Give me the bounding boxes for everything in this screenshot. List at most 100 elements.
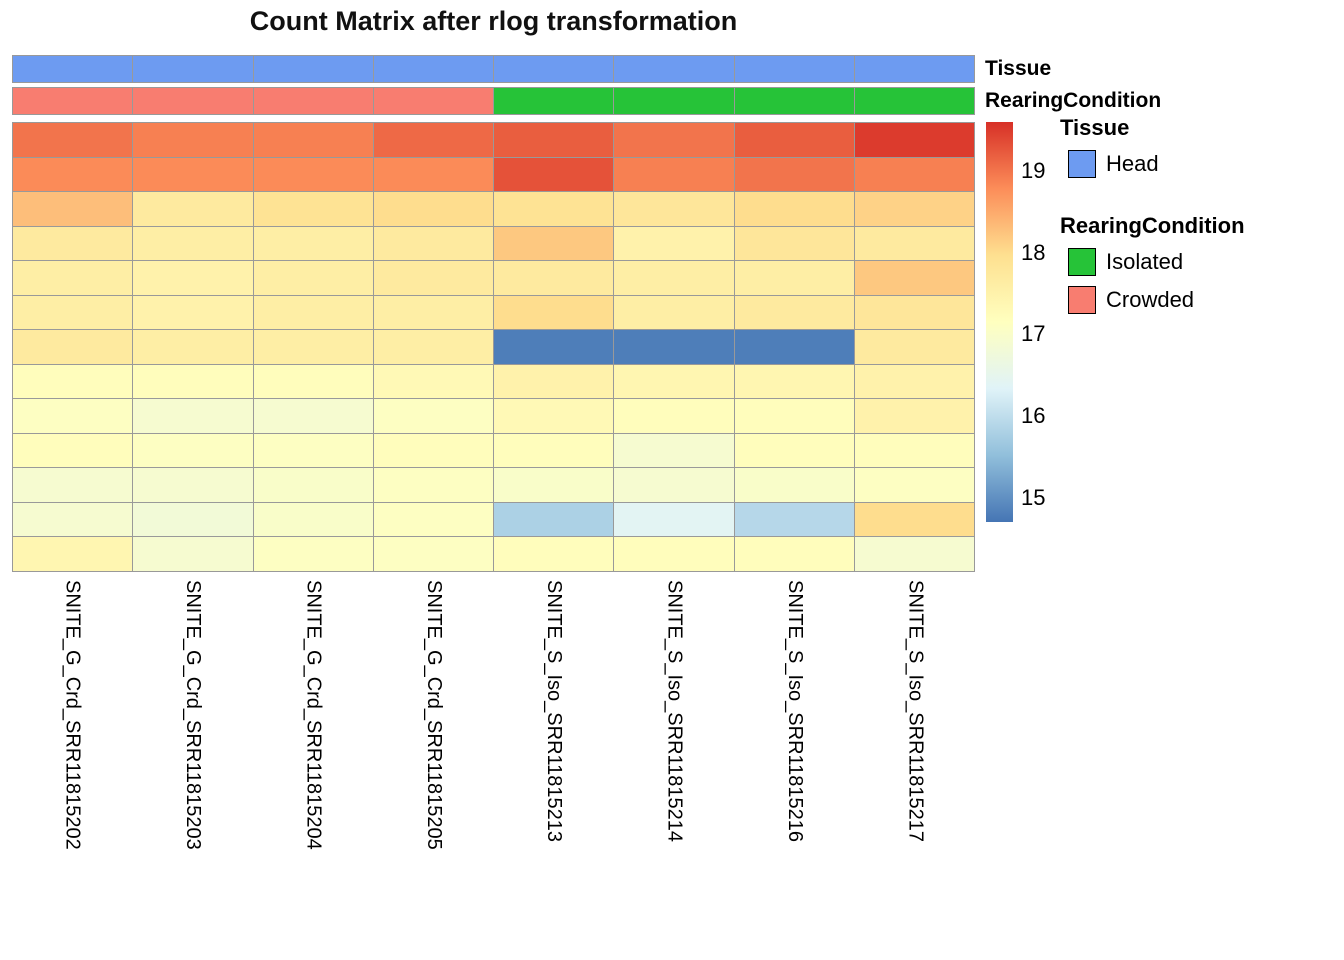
heatmap-cell [854, 433, 974, 468]
annotation-cell [13, 88, 133, 114]
heatmap-cell [133, 433, 253, 468]
heatmap-cell [494, 123, 614, 157]
chart-title: Count Matrix after rlog transformation [249, 6, 738, 36]
heatmap-cell [253, 123, 373, 157]
heatmap-cell [494, 261, 614, 295]
heatmap-cell [133, 364, 253, 399]
column-label: SNITE_S_Iso_SRR11815216 [783, 580, 806, 843]
heatmap-cell [494, 537, 614, 571]
heatmap-cell [373, 399, 493, 433]
column-label: SNITE_G_Crd_SRR11815203 [182, 580, 205, 850]
heatmap-cell [494, 192, 614, 226]
rearing-strip-label: RearingCondition [985, 89, 1162, 112]
heatmap-cell [494, 226, 614, 261]
heatmap-cell [734, 399, 854, 433]
annotation-cell [494, 56, 614, 82]
heatmap-cell [734, 123, 854, 157]
heatmap-cell [133, 537, 253, 571]
colorbar-tick-label: 19 [1021, 157, 1046, 183]
legend-rearing-title: RearingCondition [1060, 213, 1245, 238]
heatmap-cell [614, 261, 734, 295]
heatmap-cell [253, 192, 373, 226]
annotation-cell [253, 56, 373, 82]
heatmap-cell [133, 502, 253, 537]
heatmap-cell [854, 364, 974, 399]
heatmap-cell [614, 157, 734, 192]
column-label: SNITE_S_Iso_SRR11815214 [663, 580, 686, 843]
colorbar-tick-label: 15 [1021, 484, 1046, 510]
heatmap-cell [854, 123, 974, 157]
heatmap-cell [13, 123, 133, 157]
colorbar-tick-label: 17 [1021, 321, 1046, 347]
heatmap-cell [373, 364, 493, 399]
heatmap-cell [13, 330, 133, 364]
legend-item-label: Head [1106, 151, 1159, 176]
heatmap-cell [373, 261, 493, 295]
column-label: SNITE_G_Crd_SRR11815204 [302, 580, 325, 850]
heatmap-cell [133, 399, 253, 433]
annotation-cell [133, 88, 253, 114]
heatmap-cell [734, 468, 854, 502]
heatmap-cell [133, 123, 253, 157]
heatmap-cell [854, 537, 974, 571]
heatmap-cell [734, 157, 854, 192]
heatmap-cell [734, 261, 854, 295]
heatmap-cell [494, 364, 614, 399]
heatmap-cell [614, 399, 734, 433]
heatmap-cell [13, 157, 133, 192]
heatmap-cell [253, 261, 373, 295]
heatmap-cell [614, 192, 734, 226]
heatmap-cell [373, 537, 493, 571]
heatmap-cell [253, 468, 373, 502]
annotation-cell [494, 88, 614, 114]
heatmap-cell [494, 433, 614, 468]
heatmap-cell [854, 261, 974, 295]
heatmap-cell [614, 537, 734, 571]
heatmap-cell [13, 226, 133, 261]
column-labels: SNITE_G_Crd_SRR11815202 SNITE_G_Crd_SRR11… [12, 580, 975, 955]
heatmap-cell [734, 192, 854, 226]
heatmap-cell [133, 192, 253, 226]
heatmap-cell [133, 261, 253, 295]
heatmap-cell [13, 364, 133, 399]
legend-item-isolated: Isolated [1068, 248, 1183, 276]
heatmap-cell [494, 502, 614, 537]
heatmap-cell [373, 330, 493, 364]
annotation-cell [734, 88, 854, 114]
heatmap-grid [12, 122, 975, 572]
heatmap-cell [614, 468, 734, 502]
heatmap-cell [373, 192, 493, 226]
annotation-cell [854, 56, 974, 82]
heatmap-cell [253, 433, 373, 468]
colorbar-tick-label: 18 [1021, 239, 1046, 265]
heatmap-cell [854, 399, 974, 433]
rearing-annotation-strip [12, 87, 975, 115]
heatmap-cell [253, 295, 373, 330]
heatmap-cell [854, 502, 974, 537]
heatmap-cell [373, 433, 493, 468]
tissue-annotation-strip [12, 55, 975, 83]
heatmap-cell [854, 468, 974, 502]
heatmap-cell [133, 157, 253, 192]
annotation-cell [13, 56, 133, 82]
heatmap-cell [854, 330, 974, 364]
colorbar-tick-label: 16 [1021, 402, 1046, 428]
legend-item-crowded: Crowded [1068, 286, 1194, 314]
head-color-swatch [1068, 150, 1096, 178]
heatmap-cell [253, 226, 373, 261]
heatmap-cell [13, 537, 133, 571]
heatmap-cell [13, 399, 133, 433]
heatmap-cell [734, 537, 854, 571]
heatmap-cell [253, 330, 373, 364]
heatmap-cell [614, 295, 734, 330]
heatmap-cell [133, 226, 253, 261]
heatmap-cell [373, 468, 493, 502]
heatmap-cell [494, 295, 614, 330]
color-scale-ticks: 19 18 17 16 15 [1021, 122, 1081, 522]
heatmap-cell [133, 295, 253, 330]
heatmap-cell [734, 502, 854, 537]
heatmap-cell [253, 364, 373, 399]
heatmap-cell [734, 330, 854, 364]
heatmap-cell [13, 192, 133, 226]
